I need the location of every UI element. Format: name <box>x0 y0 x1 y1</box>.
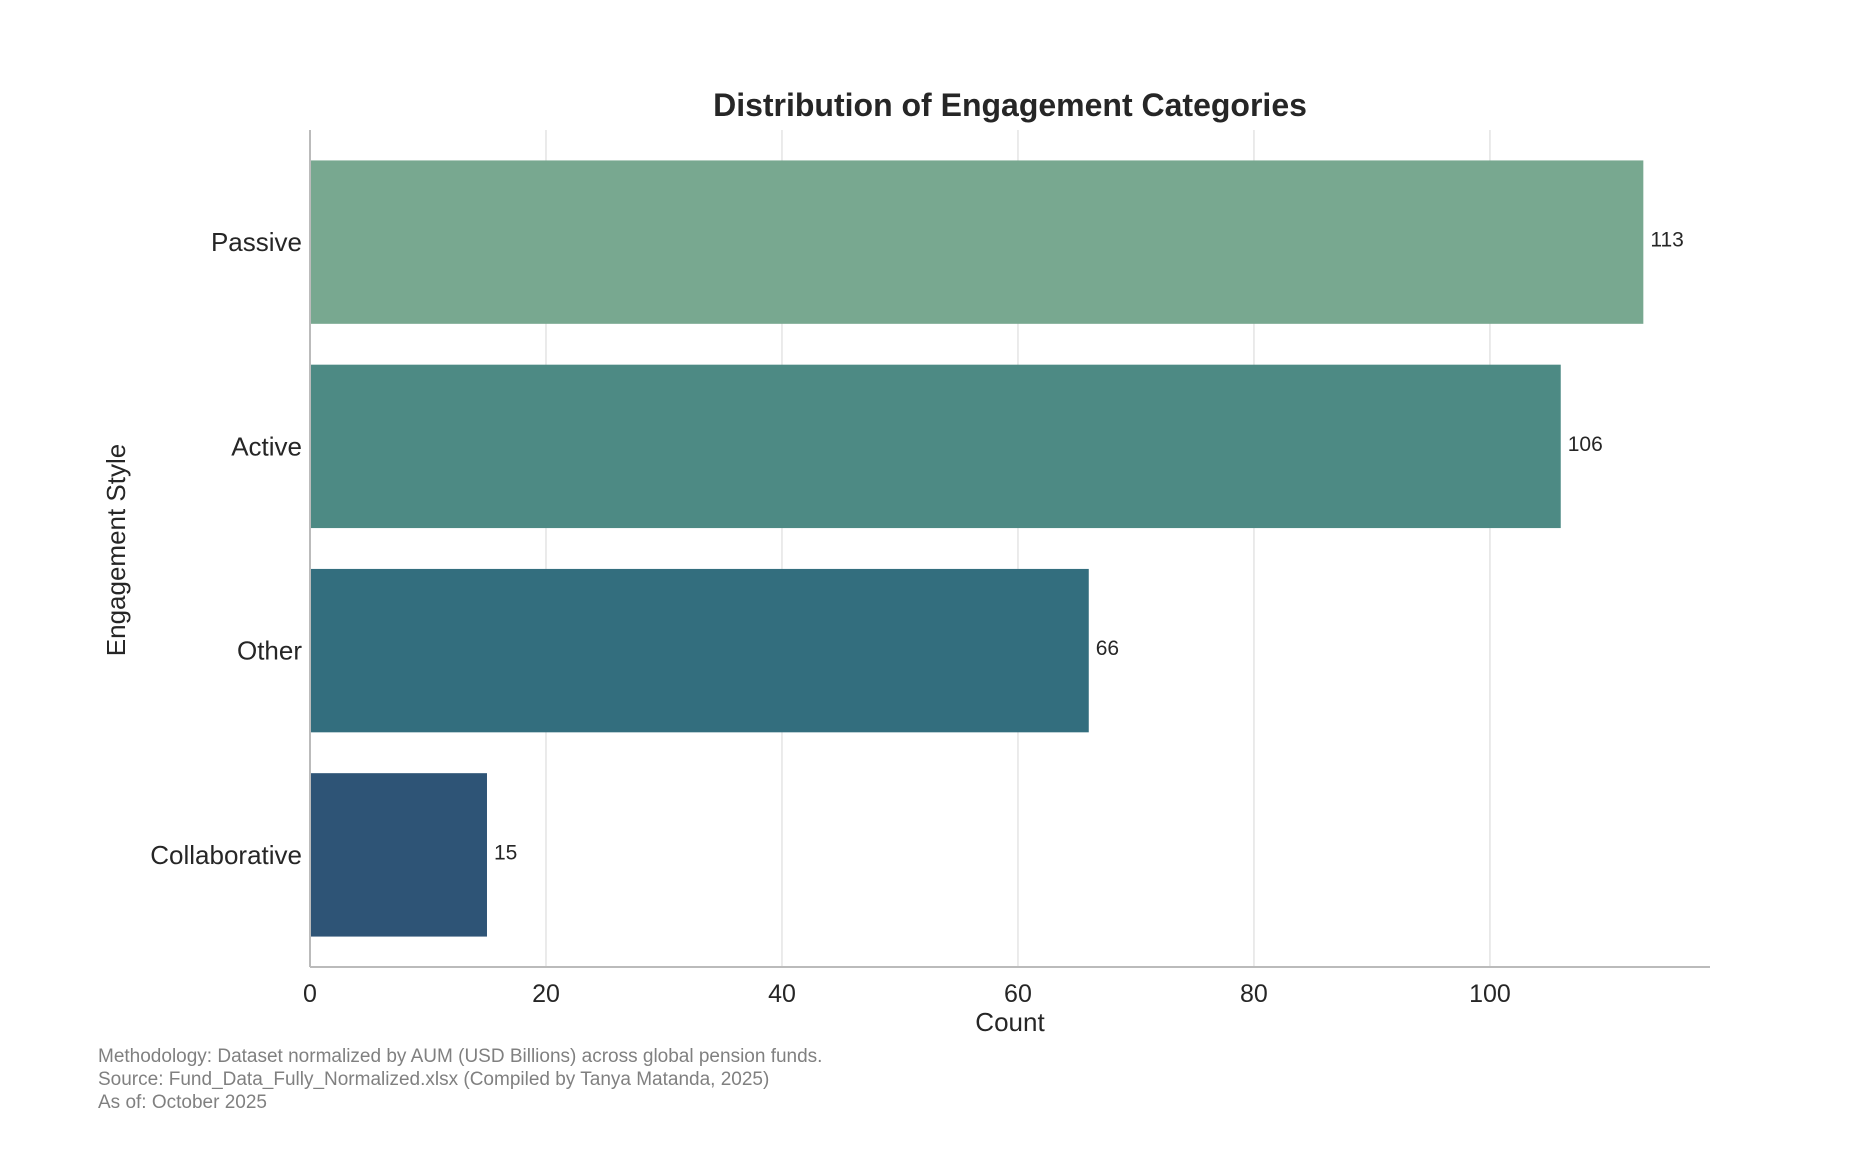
y-tick-label-other: Other <box>237 636 302 666</box>
methodology-note: Methodology: Dataset normalized by AUM (… <box>98 1046 823 1067</box>
y-tick-label-passive: Passive <box>211 227 302 257</box>
y-tick-label-active: Active <box>231 431 302 461</box>
data-label-collaborative: 15 <box>494 841 517 864</box>
as-of-note: As of: October 2025 <box>98 1092 267 1113</box>
bar-passive <box>310 160 1644 324</box>
data-label-passive: 113 <box>1650 229 1683 252</box>
x-tick-label-0: 0 <box>303 980 317 1008</box>
bars <box>310 160 1644 937</box>
labels: 0 20 40 60 80 100 Passive 113 Active 106 Other 66 Co… <box>150 227 1684 1008</box>
bar-other <box>310 568 1089 733</box>
bar-collaborative <box>310 773 487 937</box>
x-tick-label-40: 40 <box>768 980 796 1008</box>
source-note: Source: Fund_Data_Fully_Normalized.xlsx … <box>98 1069 770 1090</box>
y-axis-label: Engagement Style <box>101 444 131 656</box>
axes <box>309 130 1710 968</box>
x-tick-label-80: 80 <box>1240 980 1268 1008</box>
bar-active <box>310 364 1561 529</box>
x-tick-label-100: 100 <box>1469 980 1511 1008</box>
x-tick-label-60: 60 <box>1004 980 1032 1008</box>
data-label-other: 66 <box>1096 637 1119 660</box>
x-axis-label: Count <box>975 1007 1045 1037</box>
data-label-active: 106 <box>1568 433 1603 456</box>
y-tick-label-collaborative: Collaborative <box>150 840 302 870</box>
x-tick-label-20: 20 <box>532 980 560 1008</box>
chart-title: Distribution of Engagement Categories <box>713 87 1307 123</box>
